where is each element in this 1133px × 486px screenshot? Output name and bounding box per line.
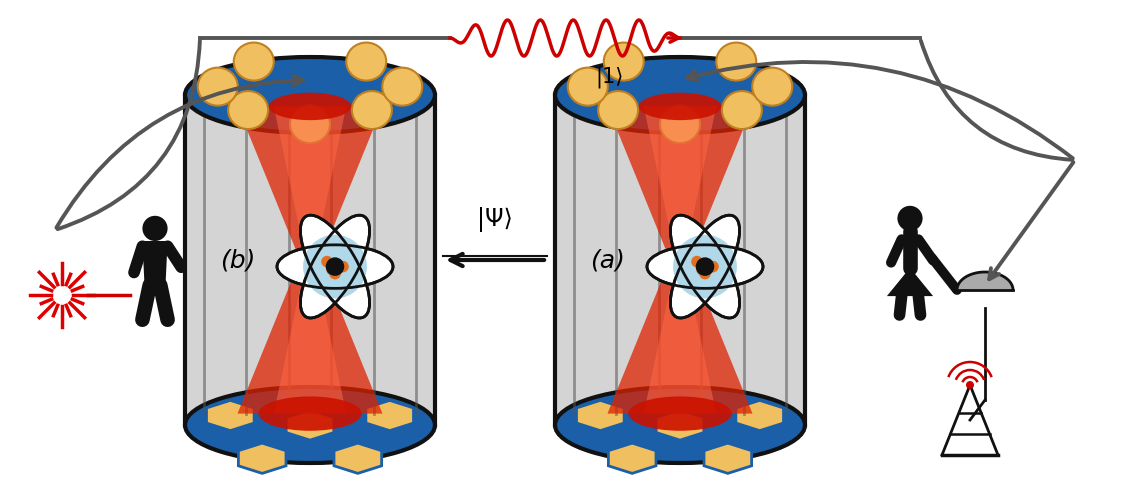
Ellipse shape	[629, 397, 732, 431]
Circle shape	[897, 206, 922, 231]
Ellipse shape	[673, 235, 736, 298]
Circle shape	[326, 264, 338, 276]
Polygon shape	[366, 400, 414, 431]
Ellipse shape	[290, 105, 330, 143]
Polygon shape	[555, 95, 806, 425]
Polygon shape	[238, 443, 286, 473]
Ellipse shape	[300, 215, 369, 318]
Polygon shape	[735, 400, 784, 431]
Circle shape	[330, 268, 341, 279]
Ellipse shape	[304, 235, 367, 298]
Circle shape	[707, 261, 718, 272]
Ellipse shape	[233, 43, 274, 81]
Polygon shape	[185, 95, 435, 425]
Ellipse shape	[604, 43, 644, 81]
Text: |Ψ⟩: |Ψ⟩	[477, 207, 513, 232]
Polygon shape	[334, 443, 382, 473]
Ellipse shape	[639, 93, 722, 120]
Circle shape	[691, 256, 702, 267]
Ellipse shape	[276, 245, 393, 288]
Polygon shape	[887, 268, 934, 296]
Ellipse shape	[555, 57, 806, 133]
Polygon shape	[206, 400, 254, 431]
Ellipse shape	[671, 215, 740, 318]
Ellipse shape	[185, 57, 435, 133]
Ellipse shape	[352, 91, 392, 129]
Polygon shape	[608, 443, 656, 473]
Text: (a): (a)	[590, 248, 625, 272]
Ellipse shape	[347, 43, 386, 81]
Polygon shape	[577, 400, 624, 431]
Polygon shape	[143, 241, 168, 285]
Polygon shape	[287, 410, 334, 440]
Circle shape	[143, 216, 168, 241]
Ellipse shape	[258, 397, 361, 431]
Text: |1⟩: |1⟩	[595, 66, 623, 87]
Ellipse shape	[185, 387, 435, 463]
Polygon shape	[238, 106, 383, 414]
Ellipse shape	[228, 91, 269, 129]
Ellipse shape	[647, 245, 763, 288]
Polygon shape	[656, 410, 704, 440]
Polygon shape	[957, 272, 1013, 290]
Text: (b): (b)	[220, 248, 256, 272]
Circle shape	[699, 268, 710, 279]
Ellipse shape	[555, 387, 806, 463]
Ellipse shape	[568, 68, 607, 105]
Polygon shape	[274, 106, 347, 414]
Ellipse shape	[722, 91, 761, 129]
Polygon shape	[704, 443, 751, 473]
Ellipse shape	[716, 43, 756, 81]
Ellipse shape	[752, 68, 792, 105]
Ellipse shape	[198, 68, 238, 105]
Circle shape	[325, 257, 344, 276]
Polygon shape	[607, 106, 752, 414]
Polygon shape	[644, 106, 716, 414]
Circle shape	[696, 257, 714, 276]
Circle shape	[321, 256, 333, 267]
Circle shape	[696, 264, 708, 276]
Ellipse shape	[598, 91, 638, 129]
Circle shape	[966, 381, 974, 389]
Ellipse shape	[382, 68, 423, 105]
Ellipse shape	[300, 215, 369, 318]
Ellipse shape	[671, 215, 740, 318]
Ellipse shape	[661, 105, 700, 143]
Ellipse shape	[269, 93, 351, 120]
Circle shape	[338, 261, 349, 272]
